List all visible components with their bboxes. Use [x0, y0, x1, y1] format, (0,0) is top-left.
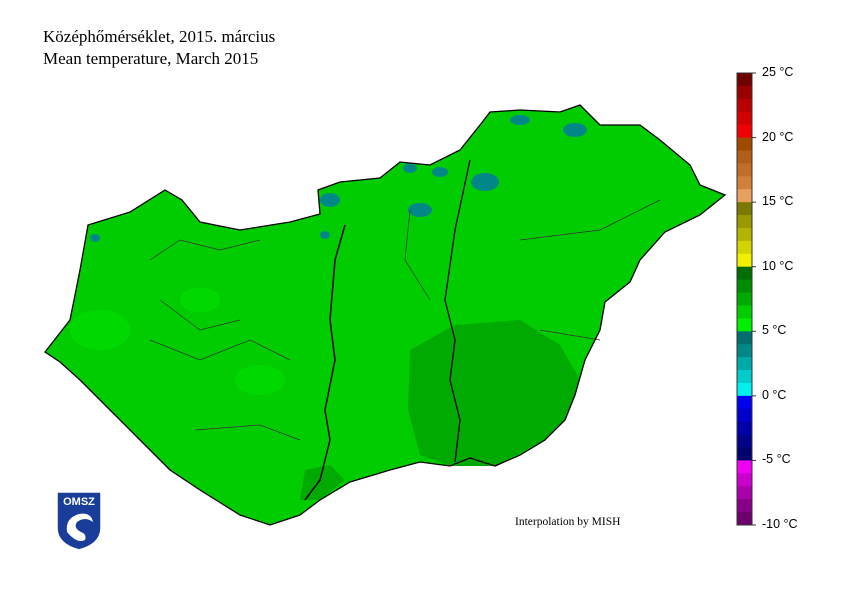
warm-region-southeast [408, 320, 580, 466]
colorbar-label: 20 °C [762, 129, 794, 144]
colorbar-swatch [737, 382, 752, 397]
county-border [149, 339, 291, 361]
country-border [44, 104, 727, 526]
colorbar-label: -10 °C [762, 517, 798, 531]
colorbar-swatch [737, 395, 752, 410]
colorbar-swatch [737, 421, 752, 436]
cool-mountain-area [403, 163, 417, 173]
colorbar-frame [736, 72, 753, 526]
colorbar-swatch [737, 73, 752, 87]
colorbar-swatch [737, 486, 752, 500]
colorbar-swatch [737, 266, 752, 281]
colorbar-swatch [737, 150, 752, 164]
cool-area [180, 288, 220, 312]
cool-mountain-area [563, 123, 587, 137]
colorbar-swatch [737, 163, 752, 177]
colorbar-swatch [737, 215, 752, 229]
colorbar-swatch [737, 176, 752, 190]
cool-mountain-area [320, 193, 340, 207]
colorbar-swatch [737, 447, 752, 461]
danube-river [304, 224, 346, 501]
tisza-river [444, 159, 471, 463]
colorbar-swatch [737, 370, 752, 384]
colorbar-swatch [737, 124, 752, 139]
cool-mountain-area [320, 231, 330, 239]
colorbar-swatch [737, 499, 752, 513]
colorbar-swatch [737, 111, 752, 126]
cool-mountain-area [510, 115, 530, 125]
colorbar-swatch [737, 85, 752, 100]
interpolation-credit: Interpolation by MISH [515, 516, 621, 528]
title-hungarian: Középhőmérséklet, 2015. március [43, 27, 276, 46]
cool-mountain-area [408, 203, 432, 217]
colorbar-label: 5 °C [762, 323, 787, 338]
county-border [159, 299, 241, 331]
colorbar-swatch [737, 344, 752, 358]
cool-area [70, 310, 130, 350]
cool-mountain-area [432, 167, 448, 177]
hungary-map [44, 104, 727, 526]
cool-area [235, 365, 285, 395]
colorbar-swatch [737, 305, 752, 319]
colorbar-swatch [737, 137, 752, 151]
colorbar-swatch [737, 434, 752, 449]
colorbar-swatch [737, 253, 752, 268]
colorbar-swatch [737, 460, 752, 474]
colorbar-swatch [737, 240, 752, 255]
county-border [404, 209, 431, 301]
colorbar-swatch [737, 279, 752, 294]
colorbar-swatch [737, 202, 752, 216]
colorbar-swatch [737, 227, 752, 242]
county-border [519, 199, 661, 241]
colorbar-label: 15 °C [762, 194, 794, 209]
county-border [539, 329, 601, 341]
colorbar-swatch [737, 357, 752, 371]
colorbar-swatch [737, 318, 752, 332]
colorbar-swatch [737, 408, 752, 423]
cool-mountain-area [471, 173, 499, 191]
colorbar-label: 0 °C [762, 387, 787, 402]
colorbar-swatch [737, 473, 752, 487]
cool-mountain-area [90, 234, 100, 242]
colorbar-swatch [737, 292, 752, 306]
title-english: Mean temperature, March 2015 [43, 49, 259, 68]
svg-text:OMSZ: OMSZ [63, 496, 95, 508]
country-fill [45, 105, 725, 525]
colorbar-swatch [737, 512, 752, 526]
colorbar-label: 10 °C [762, 258, 794, 273]
colorbar-swatch [737, 189, 752, 203]
colorbar [736, 72, 756, 526]
colorbar-swatch [737, 98, 752, 113]
omsz-logo: OMSZ [56, 491, 102, 551]
colorbar-label: -5 °C [762, 452, 791, 467]
county-border [149, 239, 261, 261]
county-border [194, 424, 301, 441]
colorbar-swatch [737, 331, 752, 345]
colorbar-label: 25 °C [762, 65, 794, 79]
